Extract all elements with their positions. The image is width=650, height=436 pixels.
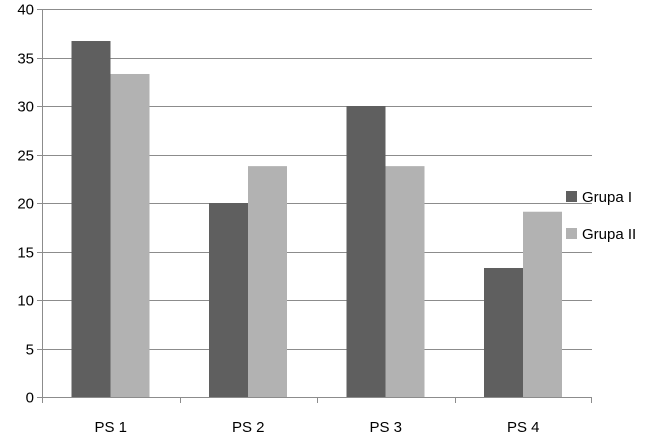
bar-grupa-ii-4	[523, 211, 562, 397]
legend: Grupa I Grupa II	[566, 189, 636, 243]
bar-grupa-i-4	[484, 267, 523, 397]
y-tick-label: 15	[17, 245, 34, 262]
bar-grupa-i-3	[346, 106, 386, 397]
y-tick-label: 30	[17, 99, 34, 116]
legend-label-grupa-ii: Grupa II	[582, 226, 636, 243]
bar-grupa-i-2	[209, 203, 248, 397]
x-tick-label: PS 3	[369, 419, 402, 436]
x-tick-label: PS 2	[232, 419, 265, 436]
legend-swatch-grupa-ii	[566, 228, 577, 239]
y-tick-label: 5	[26, 342, 34, 359]
bar-grupa-i-1	[71, 41, 111, 397]
x-tick-label: PS 1	[94, 419, 127, 436]
legend-label-grupa-i: Grupa I	[582, 189, 632, 206]
x-tick-label: PS 4	[507, 419, 540, 436]
bar-grupa-ii-3	[385, 166, 425, 397]
y-tick-label: 25	[17, 148, 34, 165]
y-axis-ticks: 0 5 10 15 20 25 30 35 40	[17, 2, 42, 407]
x-axis-ticks: PS 1 PS 2 PS 3 PS 4	[42, 397, 592, 436]
bars	[71, 41, 562, 398]
legend-swatch-grupa-i	[566, 191, 577, 202]
bar-grupa-ii-2	[248, 166, 287, 397]
bar-grupa-ii-1	[110, 73, 150, 398]
y-tick-label: 10	[17, 293, 34, 310]
y-tick-label: 0	[26, 390, 34, 407]
y-tick-label: 20	[17, 196, 34, 213]
y-tick-label: 40	[17, 2, 34, 19]
y-tick-label: 35	[17, 51, 34, 68]
